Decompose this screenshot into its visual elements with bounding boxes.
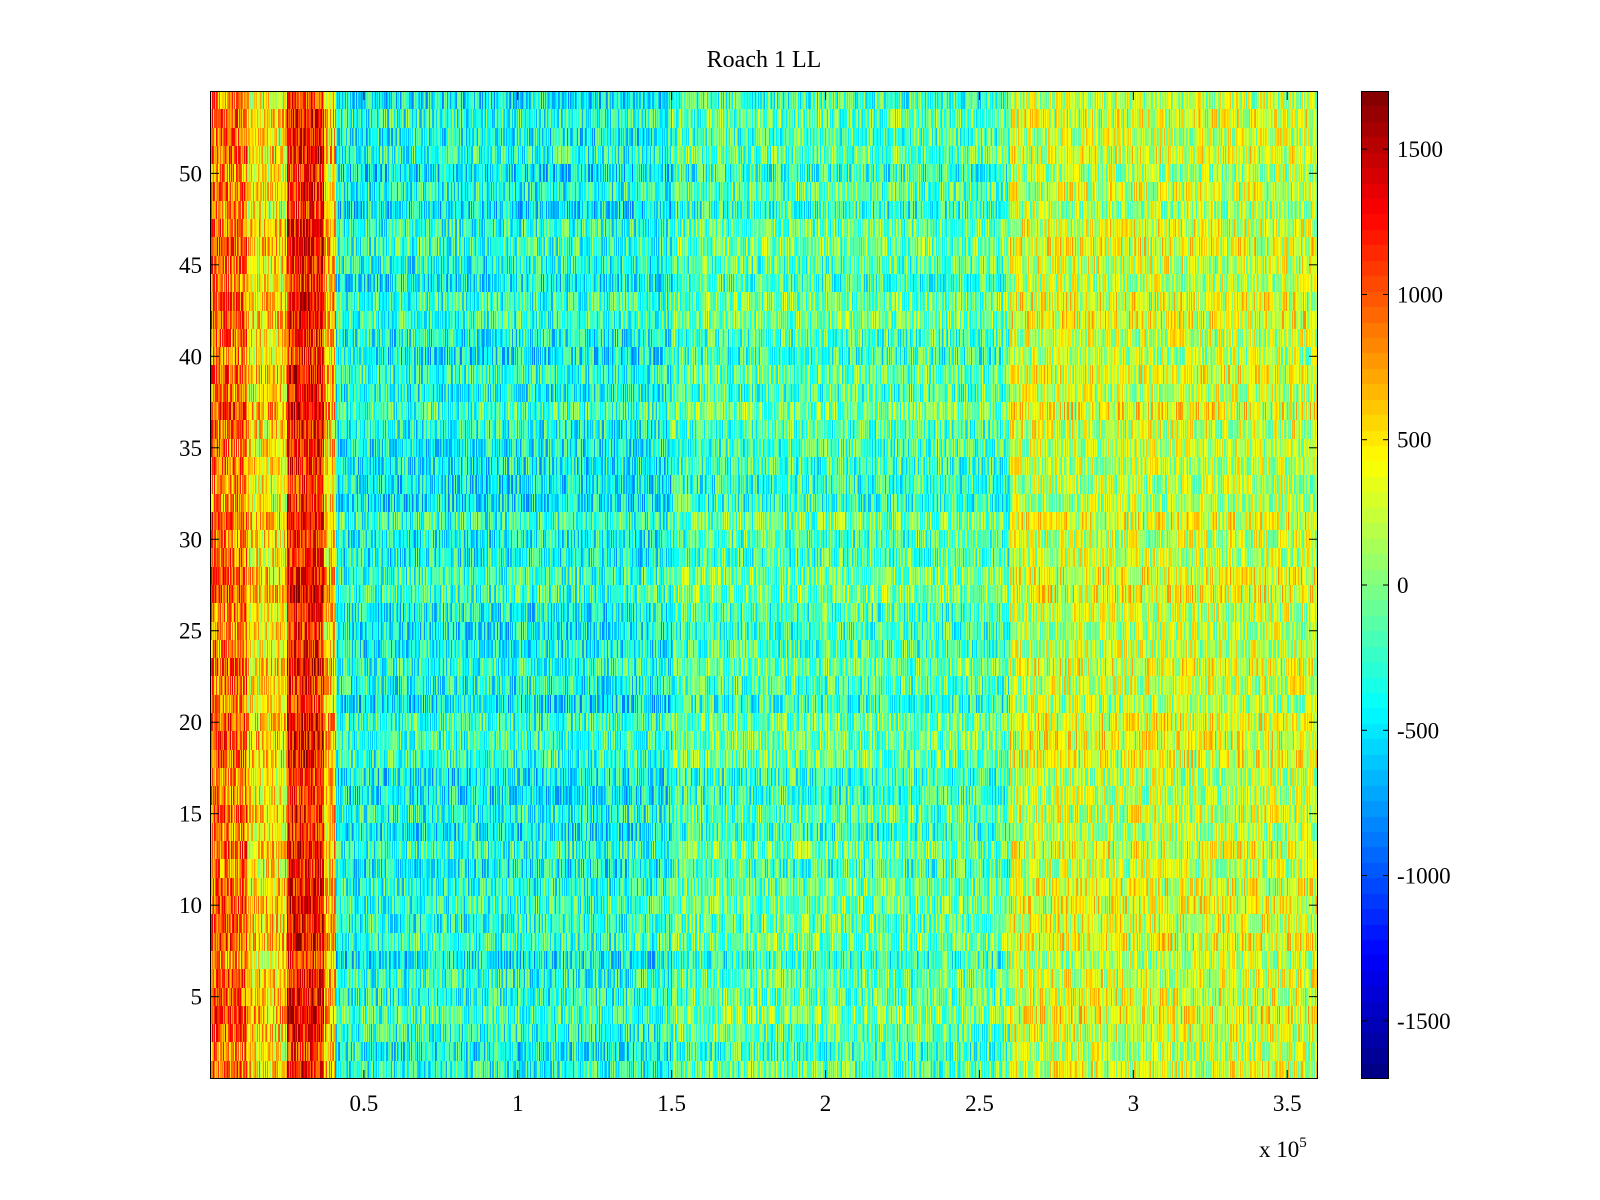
x-tick-label: 2.5 <box>965 1091 994 1116</box>
colorbar-tick-label: -1500 <box>1397 1009 1451 1034</box>
y-axis: 5 10 15 20 25 30 35 40 45 50 <box>179 161 1318 1010</box>
colorbar-axis: -1500 -1000 -500 0 500 1000 1500 <box>1361 137 1451 1034</box>
y-tick-label: 40 <box>179 344 202 369</box>
colorbar-tick-label: 0 <box>1397 573 1409 598</box>
y-tick-label: 20 <box>179 710 202 735</box>
colorbar-tick-label: 500 <box>1397 428 1432 453</box>
colorbar-tick-label: -500 <box>1397 718 1439 743</box>
y-tick-label: 35 <box>179 436 202 461</box>
heatmap-image <box>210 91 1318 1079</box>
x-multiplier-label: x 105 <box>1259 1135 1307 1162</box>
y-tick-label: 50 <box>179 161 202 186</box>
y-tick-label: 45 <box>179 253 202 278</box>
y-tick-label: 30 <box>179 527 202 552</box>
x-tick-label: 1.5 <box>657 1091 686 1116</box>
x-tick-label: 3 <box>1128 1091 1140 1116</box>
y-tick-label: 5 <box>191 985 203 1010</box>
y-tick-label: 25 <box>179 619 202 644</box>
chart-title: Roach 1 LL <box>707 47 822 73</box>
colorbar-tick-label: 1000 <box>1397 282 1443 307</box>
x-tick-label: 0.5 <box>350 1091 379 1116</box>
colorbar-tick-label: -1000 <box>1397 864 1451 889</box>
x-tick-label: 3.5 <box>1273 1091 1302 1116</box>
plot-frame <box>210 91 1318 1079</box>
y-tick-label: 10 <box>179 893 202 918</box>
x-tick-label: 2 <box>820 1091 832 1116</box>
x-axis: 0.5 1 1.5 2 2.5 3 3.5 <box>350 91 1302 1116</box>
y-tick-label: 15 <box>179 802 202 827</box>
x-tick-label: 1 <box>512 1091 524 1116</box>
colorbar-tick-label: 1500 <box>1397 137 1443 162</box>
